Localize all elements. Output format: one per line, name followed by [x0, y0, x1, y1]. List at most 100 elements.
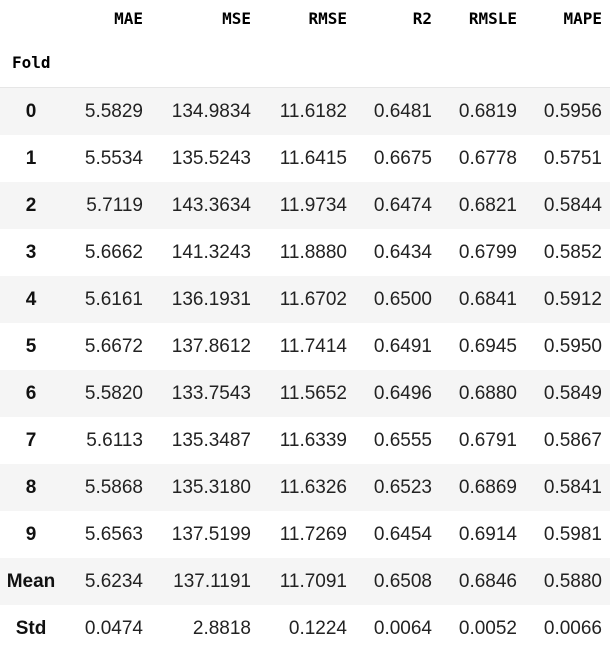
cell-rmse: 11.5652: [259, 370, 355, 417]
cell-r2: 0.6474: [355, 182, 440, 229]
row-index-label: 5: [0, 323, 62, 370]
cell-mae: 5.5829: [62, 88, 151, 136]
cell-rmsle: 0.0052: [440, 605, 525, 652]
cell-rmse: 11.7414: [259, 323, 355, 370]
cell-mape: 0.0066: [525, 605, 610, 652]
cell-rmsle: 0.6846: [440, 558, 525, 605]
cell-rmse: 11.9734: [259, 182, 355, 229]
cell-mae: 5.6161: [62, 276, 151, 323]
cell-r2: 0.6555: [355, 417, 440, 464]
cell-mse: 137.8612: [151, 323, 259, 370]
row-index-label: 9: [0, 511, 62, 558]
cell-r2: 0.6523: [355, 464, 440, 511]
cell-mae: 5.5820: [62, 370, 151, 417]
cell-mape: 0.5841: [525, 464, 610, 511]
cell-mse: 134.9834: [151, 88, 259, 136]
cell-rmse: 11.6182: [259, 88, 355, 136]
cell-rmsle: 0.6778: [440, 135, 525, 182]
cell-rmse: 11.7269: [259, 511, 355, 558]
cell-rmsle: 0.6880: [440, 370, 525, 417]
cell-mae: 5.6672: [62, 323, 151, 370]
cell-rmse: 11.6339: [259, 417, 355, 464]
cell-rmse: 11.6702: [259, 276, 355, 323]
cell-mse: 141.3243: [151, 229, 259, 276]
cell-rmse: 11.7091: [259, 558, 355, 605]
cell-mae: 5.7119: [62, 182, 151, 229]
cell-mape: 0.5912: [525, 276, 610, 323]
cell-r2: 0.6496: [355, 370, 440, 417]
column-header-r2: R2: [355, 0, 440, 37]
table-header: MAE MSE RMSE R2 RMSLE MAPE Fold: [0, 0, 610, 88]
cell-mae: 5.6113: [62, 417, 151, 464]
cell-mae: 5.5534: [62, 135, 151, 182]
cell-mse: 137.5199: [151, 511, 259, 558]
cell-r2: 0.6675: [355, 135, 440, 182]
cell-mae: 0.0474: [62, 605, 151, 652]
cell-rmsle: 0.6914: [440, 511, 525, 558]
row-index-label: Mean: [0, 558, 62, 605]
cell-mae: 5.6563: [62, 511, 151, 558]
cell-rmse: 11.6415: [259, 135, 355, 182]
row-index-label: 0: [0, 88, 62, 136]
column-header-row: MAE MSE RMSE R2 RMSLE MAPE: [0, 0, 610, 37]
cell-rmse: 11.8880: [259, 229, 355, 276]
cell-mape: 0.5880: [525, 558, 610, 605]
cell-mse: 137.1191: [151, 558, 259, 605]
column-header-rmse: RMSE: [259, 0, 355, 37]
index-name-spacer: [440, 37, 525, 88]
cell-rmsle: 0.6841: [440, 276, 525, 323]
row-index-label: Std: [0, 605, 62, 652]
cell-rmsle: 0.6819: [440, 88, 525, 136]
cell-mse: 143.3634: [151, 182, 259, 229]
column-header-mae: MAE: [62, 0, 151, 37]
cell-mae: 5.5868: [62, 464, 151, 511]
index-name-row: Fold: [0, 37, 610, 88]
cell-mape: 0.5956: [525, 88, 610, 136]
cell-rmse: 11.6326: [259, 464, 355, 511]
row-index-label: 4: [0, 276, 62, 323]
column-header-mse: MSE: [151, 0, 259, 37]
cell-r2: 0.6481: [355, 88, 440, 136]
row-index-label: 6: [0, 370, 62, 417]
index-name-spacer: [525, 37, 610, 88]
cell-mse: 133.7543: [151, 370, 259, 417]
cell-r2: 0.6491: [355, 323, 440, 370]
cell-mae: 5.6662: [62, 229, 151, 276]
cell-mse: 135.5243: [151, 135, 259, 182]
row-index-label: 1: [0, 135, 62, 182]
cell-rmse: 0.1224: [259, 605, 355, 652]
cell-r2: 0.6434: [355, 229, 440, 276]
cell-rmsle: 0.6869: [440, 464, 525, 511]
cell-mse: 136.1931: [151, 276, 259, 323]
cell-mape: 0.5844: [525, 182, 610, 229]
cell-mse: 2.8818: [151, 605, 259, 652]
row-index-label: 7: [0, 417, 62, 464]
cell-mape: 0.5867: [525, 417, 610, 464]
cell-mae: 5.6234: [62, 558, 151, 605]
index-name-spacer: [62, 37, 151, 88]
column-header-rmsle: RMSLE: [440, 0, 525, 37]
cell-rmsle: 0.6799: [440, 229, 525, 276]
cell-rmsle: 0.6821: [440, 182, 525, 229]
cell-mape: 0.5950: [525, 323, 610, 370]
row-index-label: 3: [0, 229, 62, 276]
cell-mape: 0.5849: [525, 370, 610, 417]
index-name-label: Fold: [0, 37, 62, 88]
cell-rmsle: 0.6945: [440, 323, 525, 370]
row-index-label: 8: [0, 464, 62, 511]
cell-r2: 0.0064: [355, 605, 440, 652]
index-name-spacer: [259, 37, 355, 88]
cell-mape: 0.5981: [525, 511, 610, 558]
cell-rmsle: 0.6791: [440, 417, 525, 464]
